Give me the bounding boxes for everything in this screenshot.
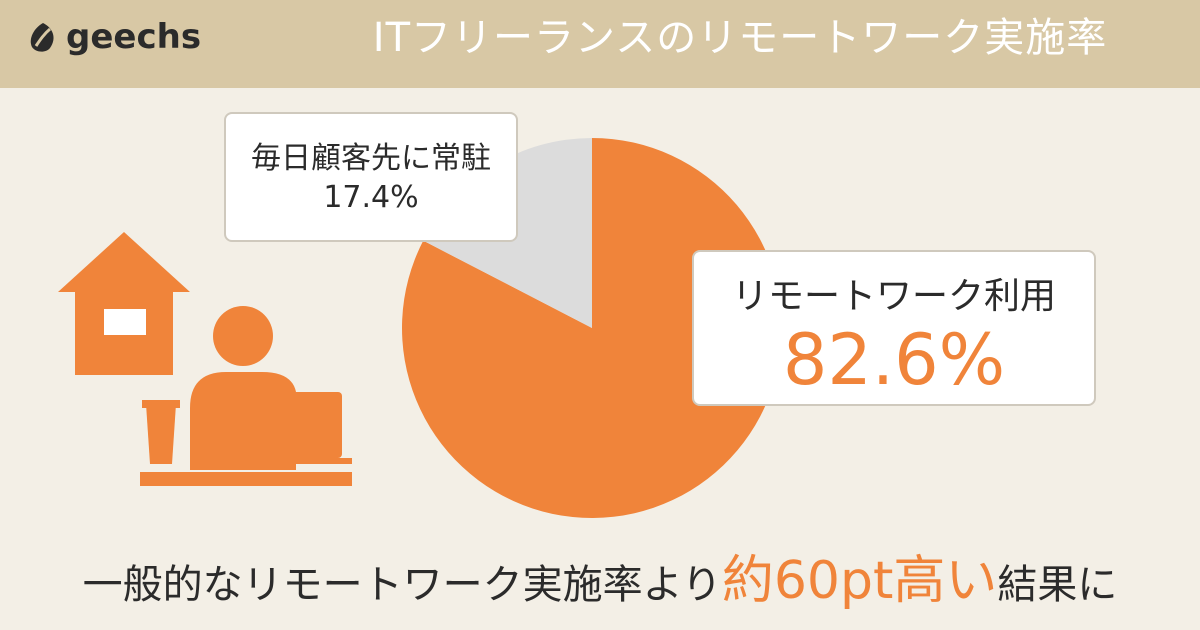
footer-highlight: 約60pt高い	[721, 551, 998, 611]
slice-value-daily-onsite: 17.4%	[323, 180, 419, 215]
header-bar: geechs ITフリーランスのリモートワーク実施率	[0, 0, 1200, 88]
footer-conclusion: 一般的なリモートワーク実施率より約60pt高い結果に	[0, 546, 1200, 616]
footer-suffix: 結果に	[997, 562, 1118, 608]
pie-slice-remote-work	[401, 138, 782, 518]
house-icon	[58, 232, 190, 375]
page-title: ITフリーランスのリモートワーク実施率	[372, 15, 1108, 61]
callout-remote-work: リモートワーク利用 82.6%	[692, 250, 1096, 406]
slice-value-remote-work: 82.6%	[782, 319, 1006, 401]
brand-name: geechs	[66, 17, 202, 57]
footer-prefix: 一般的なリモートワーク実施率より	[82, 562, 722, 608]
slice-label-remote-work: リモートワーク利用	[731, 276, 1056, 317]
brand-logo: geechs	[26, 12, 201, 62]
leaf-logo-icon	[30, 23, 54, 52]
callout-daily-onsite: 毎日顧客先に常駐 17.4%	[224, 112, 518, 242]
slice-label-daily-onsite: 毎日顧客先に常駐	[251, 141, 491, 176]
person-at-laptop-icon	[140, 306, 352, 486]
